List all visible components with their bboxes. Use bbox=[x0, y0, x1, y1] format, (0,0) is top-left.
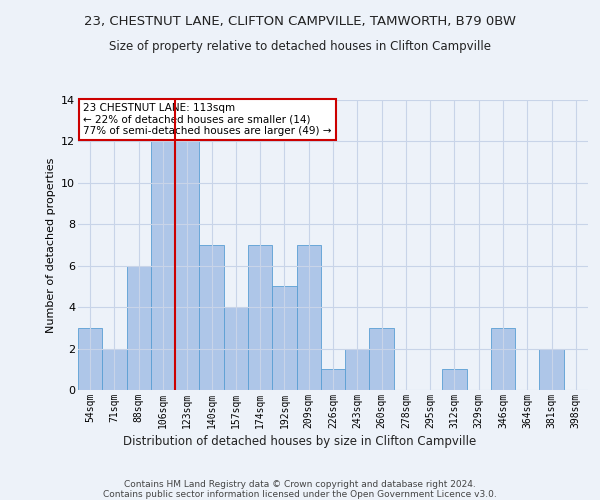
Bar bbox=[442, 370, 467, 390]
Bar bbox=[345, 348, 370, 390]
Bar bbox=[224, 307, 248, 390]
Bar bbox=[321, 370, 345, 390]
Bar bbox=[248, 245, 272, 390]
Bar bbox=[199, 245, 224, 390]
Text: 23 CHESTNUT LANE: 113sqm
← 22% of detached houses are smaller (14)
77% of semi-d: 23 CHESTNUT LANE: 113sqm ← 22% of detach… bbox=[83, 103, 332, 136]
Text: Contains HM Land Registry data © Crown copyright and database right 2024.
Contai: Contains HM Land Registry data © Crown c… bbox=[103, 480, 497, 500]
Bar bbox=[102, 348, 127, 390]
Bar bbox=[296, 245, 321, 390]
Bar bbox=[127, 266, 151, 390]
Bar bbox=[78, 328, 102, 390]
Bar bbox=[539, 348, 564, 390]
Bar bbox=[151, 142, 175, 390]
Bar bbox=[370, 328, 394, 390]
Bar bbox=[272, 286, 296, 390]
Text: Distribution of detached houses by size in Clifton Campville: Distribution of detached houses by size … bbox=[124, 435, 476, 448]
Bar bbox=[175, 142, 199, 390]
Bar bbox=[491, 328, 515, 390]
Text: Size of property relative to detached houses in Clifton Campville: Size of property relative to detached ho… bbox=[109, 40, 491, 53]
Text: 23, CHESTNUT LANE, CLIFTON CAMPVILLE, TAMWORTH, B79 0BW: 23, CHESTNUT LANE, CLIFTON CAMPVILLE, TA… bbox=[84, 15, 516, 28]
Y-axis label: Number of detached properties: Number of detached properties bbox=[46, 158, 56, 332]
